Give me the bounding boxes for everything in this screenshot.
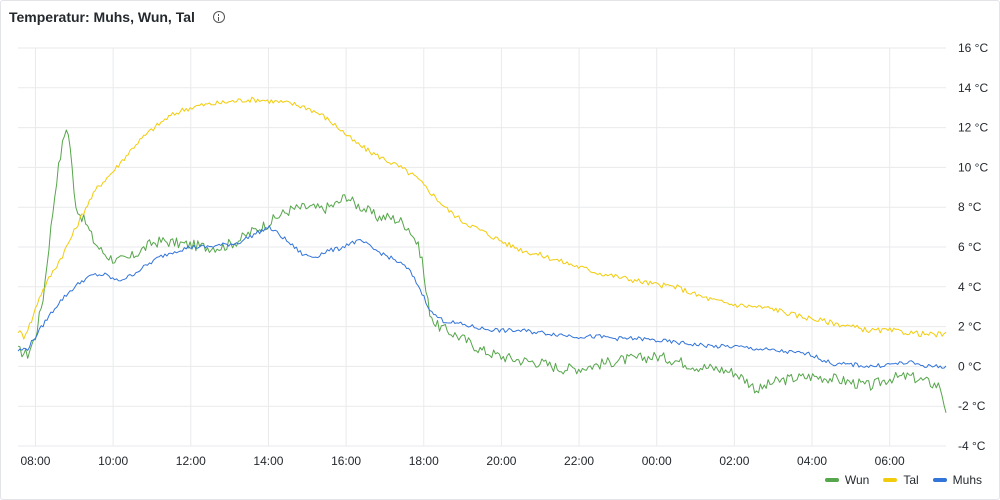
x-tick-label: 20:00: [486, 454, 516, 468]
y-tick-label: 14 °C: [958, 81, 988, 95]
series-line-tal: [17, 96, 947, 340]
legend-label: Tal: [903, 473, 919, 487]
y-tick-label: 8 °C: [958, 200, 982, 214]
y-tick-label: -4 °C: [958, 439, 986, 453]
legend-swatch: [824, 478, 839, 482]
series-line-muhs: [17, 225, 947, 369]
y-tick-label: -2 °C: [958, 399, 986, 413]
panel-header: Temperatur: Muhs, Wun, Tal: [9, 7, 225, 27]
legend-swatch: [932, 478, 947, 482]
y-tick-label: 6 °C: [958, 240, 982, 254]
info-circle-icon[interactable]: [212, 11, 225, 23]
legend: Wun Tal Muhs: [824, 473, 982, 487]
legend-label: Muhs: [952, 473, 982, 487]
y-tick-label: 4 °C: [958, 280, 982, 294]
legend-item-wun[interactable]: Wun: [824, 473, 870, 487]
legend-item-muhs[interactable]: Muhs: [932, 473, 982, 487]
x-tick-label: 02:00: [719, 454, 749, 468]
x-tick-label: 22:00: [564, 454, 594, 468]
x-tick-label: 00:00: [642, 454, 672, 468]
y-tick-label: 16 °C: [958, 41, 988, 55]
y-tick-label: 12 °C: [958, 121, 988, 135]
x-tick-label: 14:00: [253, 454, 283, 468]
x-tick-label: 18:00: [409, 454, 439, 468]
y-tick-label: 10 °C: [958, 160, 988, 174]
series-line-wun: [17, 129, 947, 413]
x-tick-label: 08:00: [20, 454, 50, 468]
legend-item-tal[interactable]: Tal: [883, 473, 919, 487]
panel-title: Temperatur: Muhs, Wun, Tal: [9, 9, 195, 25]
y-tick-label: 2 °C: [958, 320, 982, 334]
y-tick-label: 0 °C: [958, 359, 982, 373]
x-tick-label: 10:00: [98, 454, 128, 468]
legend-swatch: [883, 478, 898, 482]
x-tick-label: 06:00: [875, 454, 905, 468]
x-tick-label: 12:00: [176, 454, 206, 468]
x-tick-label: 04:00: [797, 454, 827, 468]
legend-label: Wun: [844, 473, 870, 487]
x-tick-label: 16:00: [331, 454, 361, 468]
